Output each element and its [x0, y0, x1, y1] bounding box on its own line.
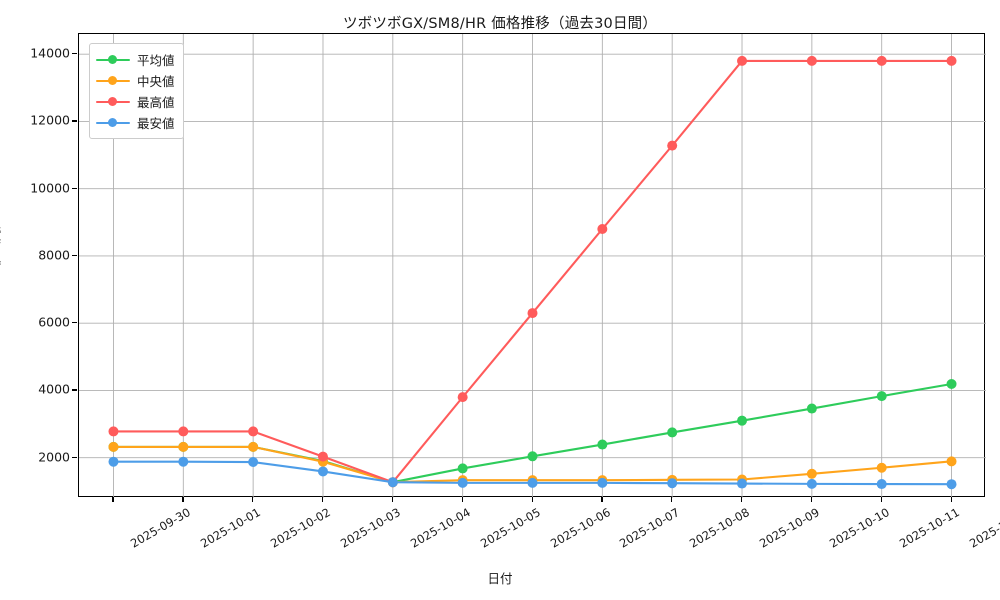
data-point	[457, 477, 468, 488]
data-point	[248, 426, 259, 437]
x-tick-mark	[950, 497, 952, 502]
x-tick-mark	[321, 497, 324, 502]
y-tick-label: 12000	[30, 112, 70, 128]
x-tick-label: 2025-10-12	[966, 505, 1000, 551]
data-point	[876, 391, 887, 402]
x-tick-mark	[671, 497, 673, 502]
x-tick-label: 2025-10-11	[896, 505, 962, 551]
data-point	[597, 477, 608, 488]
y-tick-label: 6000	[38, 314, 70, 330]
chart-legend: 平均値中央値最高値最安値	[89, 43, 184, 139]
data-point	[248, 457, 259, 468]
data-point	[667, 427, 678, 438]
data-point	[806, 55, 817, 66]
data-point	[457, 463, 468, 474]
y-tick-mark	[72, 254, 77, 257]
chart-canvas	[79, 34, 986, 498]
data-point	[737, 478, 748, 489]
x-tick-mark	[880, 497, 882, 502]
data-point	[527, 308, 538, 319]
data-point	[597, 224, 608, 235]
data-point	[876, 479, 887, 490]
y-tick-mark	[72, 456, 77, 458]
data-point	[946, 456, 957, 467]
data-point	[527, 477, 538, 488]
x-tick-mark	[112, 497, 114, 502]
x-tick-label: 2025-10-03	[337, 505, 403, 551]
x-tick-label: 2025-10-06	[547, 505, 613, 551]
x-tick-label: 2025-10-10	[826, 505, 892, 551]
legend-swatch-icon	[96, 74, 130, 88]
data-point	[248, 441, 259, 452]
x-tick-label: 2025-10-05	[477, 505, 543, 551]
x-tick-label: 2025-09-30	[128, 505, 194, 551]
data-point	[178, 441, 189, 452]
data-point	[597, 439, 608, 450]
x-tick-mark	[252, 497, 254, 502]
x-tick-mark	[601, 497, 603, 502]
data-point	[946, 379, 957, 390]
y-tick-mark	[72, 120, 77, 122]
data-point	[667, 140, 678, 151]
legend-swatch-icon	[96, 53, 130, 67]
page-title: ツボツボGX/SM8/HR 価格推移（過去30日間）	[342, 16, 658, 32]
x-axis-label: 日付	[487, 571, 513, 586]
data-point	[737, 55, 748, 66]
x-tick-mark	[741, 497, 743, 502]
data-point	[806, 478, 817, 489]
x-tick-label: 2025-10-02	[268, 505, 333, 551]
data-point	[667, 478, 678, 489]
y-tick-mark	[72, 187, 77, 189]
x-tick-mark	[391, 497, 394, 502]
x-tick-mark	[810, 497, 813, 502]
y-tick-mark	[72, 389, 77, 391]
x-tick-label: 2025-10-01	[198, 505, 264, 551]
data-point	[317, 451, 328, 462]
data-point	[946, 479, 957, 490]
x-tick-mark	[182, 497, 184, 502]
x-tick-label: 2025-10-09	[756, 505, 822, 551]
y-tick-label: 10000	[30, 180, 70, 196]
legend-label: 最安値	[137, 116, 175, 131]
legend-label: 平均値	[137, 53, 175, 68]
legend-item-1[interactable]: 中央値	[96, 70, 175, 91]
legend-label: 中央値	[137, 74, 175, 89]
y-axis-tick-labels: 2000 4000 6000 8000 10000 12000 14000	[0, 33, 70, 497]
y-tick-label: 14000	[30, 45, 70, 61]
x-tick-label: 2025-10-07	[617, 505, 683, 551]
x-tick-mark	[461, 497, 463, 502]
y-tick-mark	[72, 53, 77, 55]
x-tick-mark	[531, 497, 533, 502]
data-point	[457, 392, 468, 403]
x-tick-label: 2025-10-08	[687, 505, 753, 551]
data-point	[387, 477, 398, 488]
legend-swatch-icon	[96, 95, 130, 109]
data-point	[108, 426, 119, 437]
data-point	[876, 462, 887, 473]
data-point	[178, 456, 189, 467]
y-tick-label: 2000	[38, 449, 70, 465]
data-point	[108, 441, 119, 452]
data-point	[946, 55, 957, 66]
y-tick-mark	[72, 322, 77, 324]
data-point	[527, 451, 538, 462]
legend-swatch-icon	[96, 116, 130, 130]
plot-area	[78, 33, 986, 498]
data-point	[737, 415, 748, 426]
x-axis-tick-labels: 2025-09-30 2025-10-01 2025-10-02 2025-10-03…	[0, 497, 1000, 567]
y-tick-label: 8000	[38, 247, 70, 263]
data-point	[178, 426, 189, 437]
x-tick-label: 2025-10-04	[407, 505, 473, 551]
data-point	[876, 55, 887, 66]
legend-label: 最高値	[137, 95, 175, 110]
legend-item-2[interactable]: 最高値	[96, 91, 175, 112]
legend-item-0[interactable]: 平均値	[96, 49, 175, 70]
data-point	[108, 456, 119, 467]
data-point	[317, 466, 328, 477]
y-tick-label: 4000	[38, 381, 70, 397]
legend-item-3[interactable]: 最安値	[96, 112, 175, 133]
data-point	[806, 468, 817, 479]
data-point	[806, 403, 817, 414]
